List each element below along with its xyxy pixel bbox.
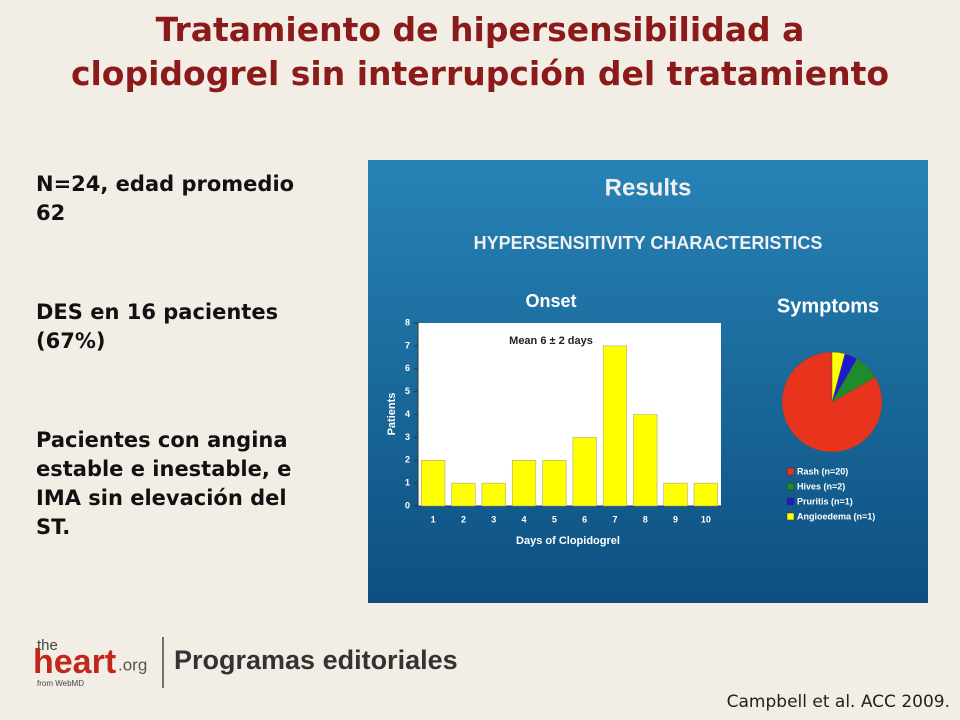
plot-area (418, 323, 721, 506)
citation: Campbell et al. ACC 2009. (726, 692, 950, 712)
x-axis-label: Days of Clopidogrel (516, 535, 620, 547)
bar (572, 437, 597, 507)
bar (633, 414, 658, 507)
logo-program: Programas editoriales (174, 645, 458, 675)
bar (602, 345, 628, 507)
legend-swatch (786, 512, 795, 521)
legend-swatch (786, 467, 795, 476)
y-tick-label: 1 (405, 478, 410, 488)
x-tick-label: 2 (461, 514, 466, 524)
x-tick-label: 8 (643, 514, 648, 524)
y-tick-label: 3 (405, 432, 410, 442)
legend-label: Angioedema (n=1) (797, 511, 875, 521)
x-tick-label: 10 (701, 514, 711, 524)
logo-heart: heart (33, 643, 116, 681)
bar (511, 460, 537, 507)
x-tick-label: 4 (522, 514, 527, 524)
legend-label: Hives (n=2) (797, 481, 845, 491)
point: DES en 16 pacientes (67%) (36, 300, 279, 353)
bar (663, 482, 688, 507)
x-tick-label: 5 (552, 514, 557, 524)
x-tick-label: 7 (612, 514, 617, 524)
x-tick-label: 1 (431, 514, 436, 524)
panel-subtitle: HYPERSENSITIVITY CHARACTERISTICS (474, 233, 823, 253)
panel-title: Results (605, 174, 692, 201)
y-tick-label: 5 (405, 386, 410, 396)
x-tick-label: 9 (673, 514, 678, 524)
annotation: Mean 6 ± 2 days (509, 335, 593, 347)
logo-org: .org (118, 655, 147, 674)
legend-label: Rash (n=20) (797, 466, 848, 476)
bar (693, 482, 718, 507)
bar (542, 460, 567, 507)
y-axis-label: Patients (386, 393, 398, 436)
bar (451, 482, 476, 507)
x-tick-label: 6 (582, 514, 587, 524)
point: Pacientes con angina estable e inestable… (36, 428, 292, 539)
logo-the: the (37, 637, 58, 654)
legend-label: Pruritis (n=1) (797, 496, 853, 506)
slide-title: Tratamiento de hipersensibilidad a clopi… (70, 10, 890, 93)
pie-slice (831, 351, 846, 403)
chart-title: Onset (525, 291, 576, 311)
y-tick-label: 2 (405, 455, 410, 465)
bar (421, 460, 446, 507)
y-tick-label: 0 (405, 500, 410, 510)
x-tick-label: 3 (491, 514, 496, 524)
y-tick-label: 4 (405, 409, 410, 419)
legend-swatch (786, 497, 795, 506)
y-tick-label: 7 (405, 340, 410, 350)
legend-swatch (786, 482, 795, 491)
chart-title: Symptoms (777, 295, 879, 317)
logo-from: from WebMD (37, 679, 84, 688)
bar (481, 482, 506, 507)
point: N=24, edad promedio 62 (36, 172, 295, 225)
y-tick-label: 8 (405, 317, 410, 327)
y-tick-label: 6 (405, 363, 410, 373)
